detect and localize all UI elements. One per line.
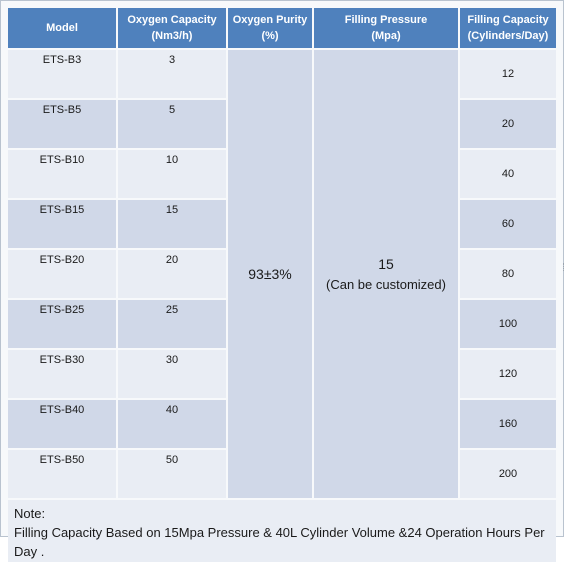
table-row: ETS-B10 10 40 [8, 150, 556, 198]
model-cell: ETS-B15 [8, 200, 116, 248]
header-label: Filling Pressure [344, 14, 428, 26]
header-oxygen-purity: Oxygen Purity (%) [228, 8, 312, 48]
filling-capacity-cell: 60 [460, 200, 556, 248]
header-unit: (Mpa) [371, 30, 401, 42]
model-cell: ETS-B50 [8, 450, 116, 498]
header-label: Oxygen Purity [232, 14, 308, 26]
oxygen-capacity-cell: 50 [118, 450, 226, 498]
oxygen-capacity-cell: 40 [118, 400, 226, 448]
table-row: ETS-B15 15 60 [8, 200, 556, 248]
oxygen-capacity-cell: 25 [118, 300, 226, 348]
table-row: ETS-B3 3 93±3% 15 (Can be customized) 12 [8, 50, 556, 498]
header-row: Model Oxygen Capacity (Nm3/h) Oxygen Pur… [8, 8, 556, 48]
model-cell: ETS-B5 [8, 100, 116, 148]
note-title: Note: [14, 506, 46, 521]
oxygen-capacity-cell: 3 [118, 50, 226, 98]
model-cell: ETS-B30 [8, 350, 116, 398]
filling-capacity-cell: 20 [460, 100, 556, 148]
header-unit: (Nm3/h) [151, 30, 193, 42]
filling-capacity-cell: 40 [460, 150, 556, 198]
table-row: ETS-B25 25 100 [8, 300, 556, 348]
table-row: ETS-B20 20 80 [8, 250, 556, 298]
model-cell: ETS-B20 [8, 250, 116, 298]
table-row: ETS-B5 5 20 [8, 100, 556, 148]
oxygen-purity-value: 93±3% [248, 266, 292, 282]
filling-pressure-cell: 15 (Can be customized) [314, 50, 458, 498]
filling-capacity-cell: 120 [460, 350, 556, 398]
note-cell: Note: Filling Capacity Based on 15Mpa Pr… [8, 500, 556, 562]
note-row: Note: Filling Capacity Based on 15Mpa Pr… [8, 500, 556, 562]
note-text: Filling Capacity Based on 15Mpa Pressure… [14, 525, 545, 559]
model-cell: ETS-B3 [8, 50, 116, 98]
header-filling-capacity: Filling Capacity (Cylinders/Day) [460, 8, 556, 48]
filling-capacity-cell: 12 [460, 50, 556, 98]
oxygen-capacity-cell: 20 [118, 250, 226, 298]
header-label: Oxygen Capacity [127, 14, 217, 26]
model-cell: ETS-B10 [8, 150, 116, 198]
table-row: ETS-B40 40 160 [8, 400, 556, 448]
filling-capacity-cell: 80 [460, 250, 556, 298]
model-cell: ETS-B40 [8, 400, 116, 448]
specification-table: Model Oxygen Capacity (Nm3/h) Oxygen Pur… [6, 6, 558, 564]
filling-capacity-cell: 200 [460, 450, 556, 498]
table-row: ETS-B30 30 120 [8, 350, 556, 398]
oxygen-purity-cell: 93±3% [228, 50, 312, 498]
oxygen-capacity-cell: 5 [118, 100, 226, 148]
resize-handle-left[interactable] [0, 263, 2, 271]
header-filling-pressure: Filling Pressure (Mpa) [314, 8, 458, 48]
header-oxygen-capacity: Oxygen Capacity (Nm3/h) [118, 8, 226, 48]
header-label: Filling Capacity [467, 14, 549, 26]
filling-capacity-cell: 100 [460, 300, 556, 348]
header-unit: (%) [261, 30, 279, 42]
oxygen-capacity-cell: 30 [118, 350, 226, 398]
header-model-label: Model [46, 22, 78, 34]
header-model: Model [8, 8, 116, 48]
oxygen-capacity-cell: 10 [118, 150, 226, 198]
filling-capacity-cell: 160 [460, 400, 556, 448]
filling-pressure-note: (Can be customized) [326, 276, 446, 292]
model-cell: ETS-B25 [8, 300, 116, 348]
filling-pressure-value: 15 [378, 255, 394, 272]
header-unit: (Cylinders/Day) [467, 30, 549, 42]
table-row: ETS-B50 50 200 [8, 450, 556, 498]
oxygen-capacity-cell: 15 [118, 200, 226, 248]
